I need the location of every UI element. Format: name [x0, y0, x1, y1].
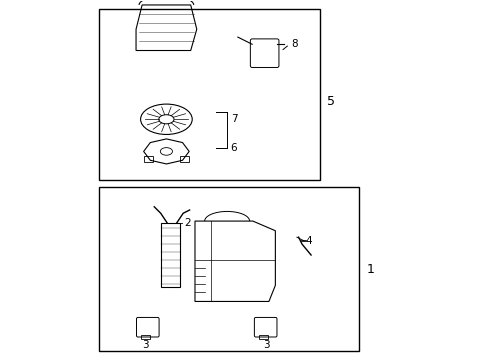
Text: 3: 3 — [263, 340, 270, 350]
Bar — [161, 223, 180, 287]
Bar — [141, 335, 150, 339]
Text: 2: 2 — [184, 218, 191, 228]
Text: 8: 8 — [292, 39, 298, 49]
Text: 6: 6 — [231, 143, 237, 153]
Text: 3: 3 — [142, 340, 148, 350]
Bar — [98, 187, 359, 351]
Text: 7: 7 — [231, 114, 237, 124]
Bar — [259, 335, 268, 339]
Text: 4: 4 — [306, 236, 312, 246]
Text: 5: 5 — [327, 95, 335, 108]
Text: 1: 1 — [367, 263, 374, 276]
Bar — [144, 156, 153, 162]
Bar — [180, 156, 189, 162]
Bar — [98, 9, 320, 180]
